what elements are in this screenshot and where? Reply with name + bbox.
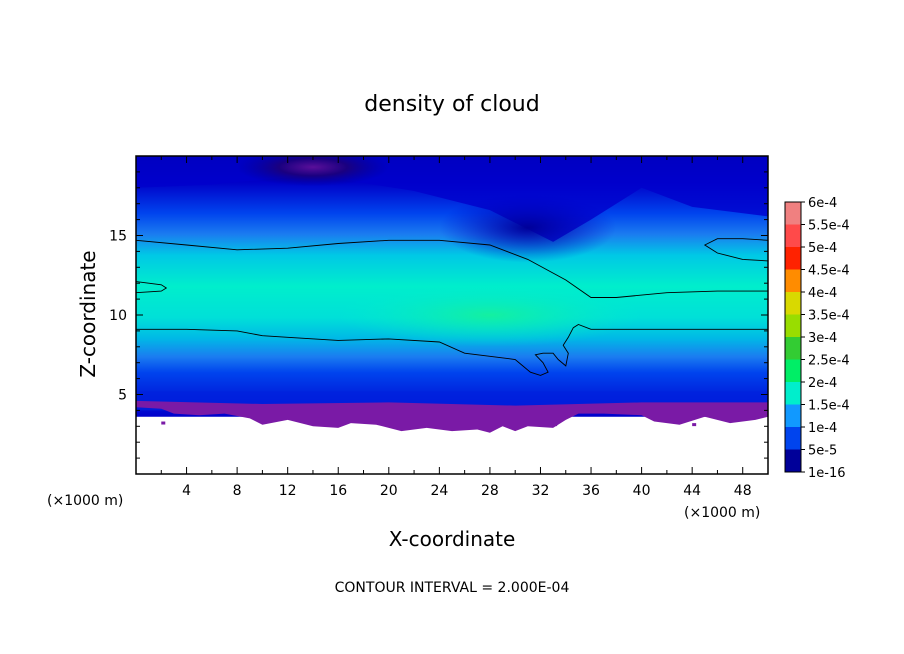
colorbar-swatch bbox=[785, 202, 801, 225]
contour-interval-footer: CONTOUR INTERVAL = 2.000E-04 bbox=[335, 580, 570, 596]
colorbar-label: 1e-16 bbox=[808, 466, 846, 481]
colorbar-label: 1e-4 bbox=[808, 421, 837, 436]
colorbar-swatch bbox=[785, 382, 801, 405]
x-tick-label: 8 bbox=[233, 483, 242, 499]
colorbar-swatch bbox=[785, 449, 801, 472]
x-axis-title: X-coordinate bbox=[389, 527, 516, 551]
base-fragment bbox=[666, 418, 671, 422]
x-tick-label: 20 bbox=[380, 483, 398, 499]
x-tick-label: 24 bbox=[430, 483, 448, 499]
y-axis-unit: (×1000 m) bbox=[47, 493, 123, 509]
colorbar-swatch bbox=[785, 314, 801, 337]
colorbar-swatch bbox=[785, 269, 801, 292]
mid-dark-tongue bbox=[439, 192, 617, 263]
cloud-base-edge bbox=[136, 400, 768, 433]
colorbar-label: 5.5e-4 bbox=[808, 219, 850, 234]
colorbar-label: 2.5e-4 bbox=[808, 354, 850, 369]
colorbar-label: 4.5e-4 bbox=[808, 264, 850, 279]
y-axis-title: Z-coordinate bbox=[76, 250, 100, 377]
cloud-core bbox=[338, 283, 642, 347]
x-tick-label: 28 bbox=[481, 483, 499, 499]
base-fragment bbox=[692, 423, 697, 427]
x-tick-label: 36 bbox=[582, 483, 600, 499]
contour-line-3 bbox=[136, 281, 168, 294]
base-fragment bbox=[553, 423, 558, 427]
x-tick-label: 4 bbox=[182, 483, 191, 499]
x-tick-label: 12 bbox=[279, 483, 297, 499]
x-tick-label: 40 bbox=[633, 483, 651, 499]
colorbar-label: 5e-4 bbox=[808, 241, 837, 256]
colorbar-label: 6e-4 bbox=[808, 196, 837, 211]
y-tick-label: 5 bbox=[118, 388, 127, 404]
x-tick-label: 32 bbox=[532, 483, 550, 499]
colorbar-swatch bbox=[785, 337, 801, 360]
x-axis-unit: (×1000 m) bbox=[684, 505, 760, 521]
chart-title: density of cloud bbox=[364, 92, 539, 117]
x-ticks: 4 8 12 16 20 24 28 32 36 40 44 48 bbox=[160, 156, 752, 499]
contour-line-1 bbox=[136, 239, 768, 298]
colorbar-label: 5e-5 bbox=[808, 444, 837, 459]
x-tick-label: 16 bbox=[329, 483, 347, 499]
x-tick-label: 44 bbox=[683, 483, 701, 499]
upper-dark-region bbox=[136, 156, 768, 242]
colorbar-label: 3e-4 bbox=[808, 331, 837, 346]
colorbar-label: 1.5e-4 bbox=[808, 399, 850, 414]
colorbar-swatch bbox=[785, 404, 801, 427]
y-ticks: 5 10 15 bbox=[109, 171, 768, 459]
top-minimum-core bbox=[237, 156, 389, 187]
colorbar-label: 4e-4 bbox=[808, 286, 837, 301]
colorbar-swatch bbox=[785, 247, 801, 270]
y-tick-label: 10 bbox=[109, 308, 127, 324]
x-tick-label: 48 bbox=[734, 483, 752, 499]
contour-line-4 bbox=[136, 323, 768, 376]
contour-lines bbox=[136, 238, 768, 376]
y-tick-label: 15 bbox=[109, 229, 127, 245]
colorbar-swatch bbox=[785, 224, 801, 247]
colorbar-label: 3.5e-4 bbox=[808, 309, 850, 324]
colorbar-swatch bbox=[785, 292, 801, 315]
colorbar-swatch bbox=[785, 359, 801, 382]
base-fragment bbox=[161, 421, 166, 425]
colorbar-swatch bbox=[785, 427, 801, 450]
colorbar: 6e-4 5.5e-4 5e-4 4.5e-4 4e-4 3.5e-4 3e-4 2.5e-4… bbox=[784, 196, 850, 481]
density-field bbox=[136, 156, 768, 433]
contour-line-2 bbox=[703, 238, 768, 262]
colorbar-label: 2e-4 bbox=[808, 376, 837, 391]
